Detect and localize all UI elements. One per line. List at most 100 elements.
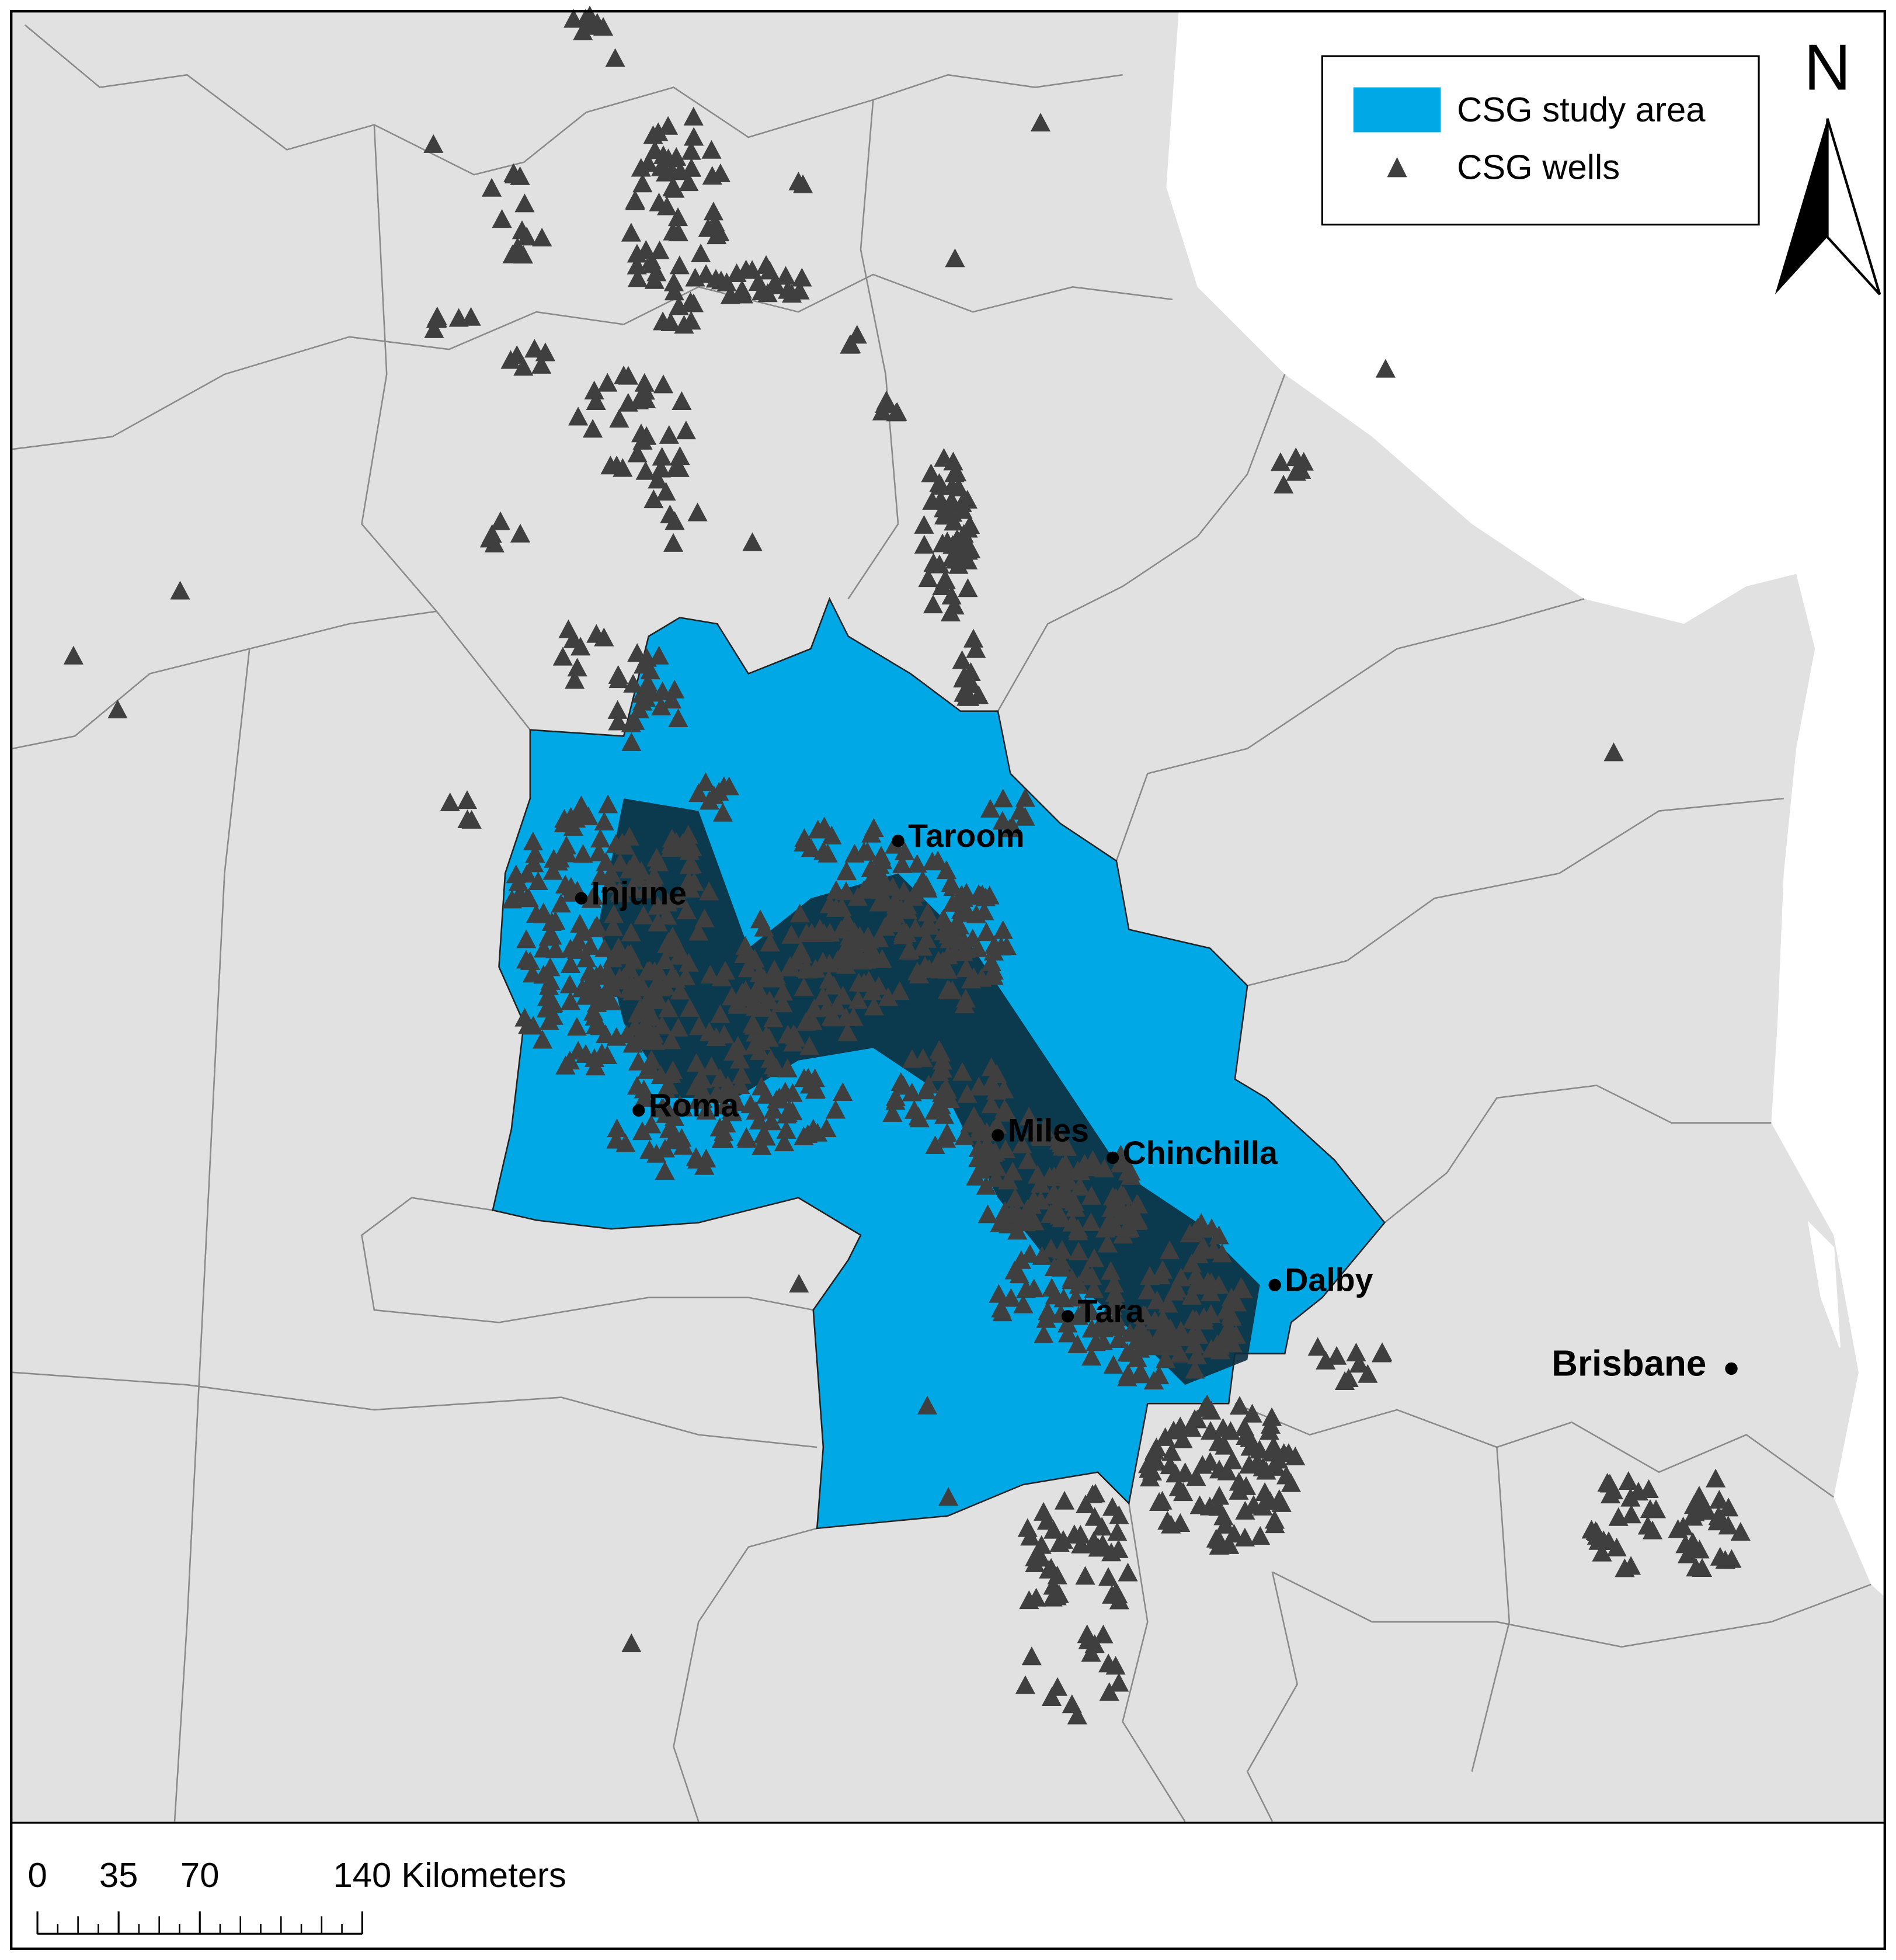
well: [1099, 1682, 1119, 1701]
well: [624, 951, 644, 970]
legend-label: CSG wells: [1457, 147, 1620, 186]
well: [627, 268, 648, 287]
well: [778, 1024, 798, 1044]
well: [681, 141, 701, 160]
well: [440, 792, 460, 811]
boundary: [673, 1527, 817, 1822]
well: [523, 832, 543, 851]
well: [618, 366, 639, 385]
well: [1597, 1473, 1617, 1492]
well: [688, 1090, 708, 1109]
boundary: [1471, 1447, 1511, 1772]
well: [492, 209, 512, 228]
well: [1052, 1137, 1073, 1156]
well: [1081, 1212, 1101, 1232]
well: [662, 828, 683, 847]
well: [597, 373, 618, 392]
well: [931, 475, 951, 495]
place-label: Miles: [1008, 1112, 1089, 1148]
well: [1231, 1277, 1251, 1296]
well: [848, 972, 869, 992]
well: [643, 125, 663, 144]
well: [1155, 1349, 1176, 1368]
well: [655, 1161, 675, 1180]
well: [882, 1103, 903, 1122]
well: [759, 1028, 780, 1047]
well: [961, 662, 981, 681]
scale-bar-label: 140: [333, 1855, 391, 1895]
well: [1229, 1396, 1250, 1415]
boundary: [1246, 1572, 1298, 1822]
well: [585, 1057, 606, 1076]
well: [766, 1058, 787, 1077]
well: [952, 1062, 973, 1081]
well: [670, 446, 690, 465]
well: [448, 308, 469, 327]
legend-marker: [1387, 157, 1407, 178]
well: [617, 1024, 637, 1044]
well: [107, 699, 128, 719]
north-arrow: N: [1775, 30, 1881, 296]
well: [1730, 1521, 1751, 1541]
well: [531, 355, 552, 374]
well: [744, 984, 764, 1003]
well: [1215, 1514, 1236, 1534]
well: [652, 447, 672, 466]
north-arrow-right: [1826, 118, 1881, 296]
well: [686, 1053, 707, 1072]
well: [919, 913, 939, 932]
well: [1137, 1280, 1158, 1299]
well: [885, 913, 906, 933]
well: [691, 244, 711, 263]
well: [1281, 1473, 1302, 1492]
well: [1042, 1587, 1063, 1607]
well: [1675, 1534, 1696, 1554]
well: [633, 905, 654, 925]
well: [1081, 1266, 1102, 1285]
well: [1012, 1134, 1032, 1153]
well: [604, 904, 624, 923]
well: [679, 953, 699, 972]
place-dot: [632, 1104, 645, 1117]
well: [1001, 1203, 1022, 1222]
islands: [1807, 1221, 1841, 1348]
well: [1173, 1482, 1194, 1502]
well: [1081, 1319, 1102, 1338]
well: [1186, 1467, 1206, 1486]
well: [1030, 1125, 1050, 1145]
place-dot: [1725, 1362, 1738, 1375]
well: [1104, 1273, 1125, 1292]
well: [1147, 1290, 1167, 1309]
well: [603, 978, 624, 997]
well: [1031, 1548, 1051, 1567]
well: [689, 1016, 709, 1035]
well: [1091, 1312, 1112, 1332]
well: [1683, 1507, 1703, 1526]
well: [651, 696, 672, 715]
well: [1153, 1260, 1173, 1279]
well: [827, 950, 848, 969]
well: [763, 1008, 784, 1027]
well: [980, 798, 1001, 818]
well: [1067, 1334, 1088, 1353]
well: [925, 1135, 945, 1154]
well: [1718, 1497, 1739, 1517]
well: [568, 1041, 589, 1060]
well: [628, 1051, 649, 1071]
well: [570, 637, 591, 656]
well: [637, 1059, 657, 1079]
well: [666, 457, 687, 476]
well: [584, 380, 604, 399]
well: [1041, 1238, 1062, 1257]
well: [972, 968, 992, 987]
place-label: Tara: [1078, 1293, 1144, 1329]
well: [631, 1030, 652, 1049]
well: [1098, 1567, 1119, 1586]
well: [1250, 1526, 1271, 1545]
well: [854, 880, 874, 899]
well: [524, 339, 545, 358]
well: [816, 1118, 837, 1137]
well: [902, 1082, 922, 1101]
